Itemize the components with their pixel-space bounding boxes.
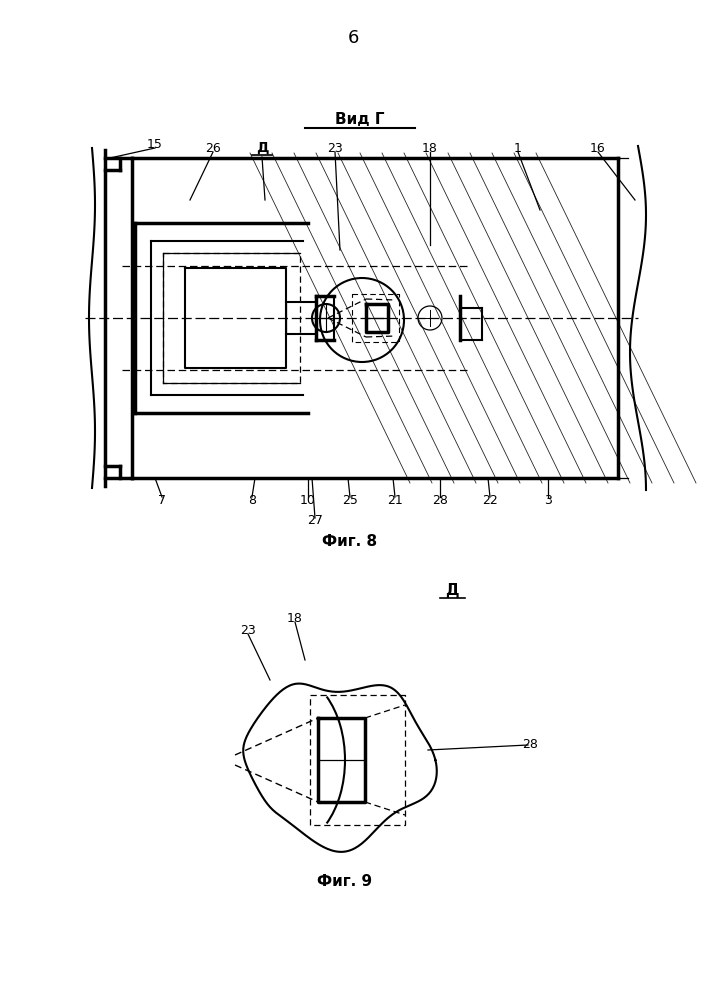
- Text: 7: 7: [158, 493, 166, 506]
- Text: 26: 26: [205, 141, 221, 154]
- Text: 18: 18: [287, 611, 303, 624]
- Text: 23: 23: [240, 624, 256, 637]
- Text: 28: 28: [522, 738, 538, 752]
- Text: 10: 10: [300, 493, 316, 506]
- Text: 3: 3: [544, 493, 552, 506]
- Text: Фиг. 9: Фиг. 9: [317, 874, 373, 890]
- Text: 21: 21: [387, 493, 403, 506]
- Text: 23: 23: [327, 141, 343, 154]
- Text: 1: 1: [514, 141, 522, 154]
- Text: 18: 18: [422, 141, 438, 154]
- Text: 6: 6: [347, 29, 358, 47]
- Text: 25: 25: [342, 493, 358, 506]
- Text: Вид Г: Вид Г: [335, 112, 385, 127]
- Text: 28: 28: [432, 493, 448, 506]
- Text: Фиг. 8: Фиг. 8: [322, 534, 378, 550]
- Text: Д: Д: [445, 582, 459, 597]
- Text: 27: 27: [307, 514, 323, 526]
- Text: 22: 22: [482, 493, 498, 506]
- Text: 16: 16: [590, 141, 606, 154]
- Text: 15: 15: [147, 138, 163, 151]
- Text: 8: 8: [248, 493, 256, 506]
- Text: Д: Д: [256, 141, 268, 155]
